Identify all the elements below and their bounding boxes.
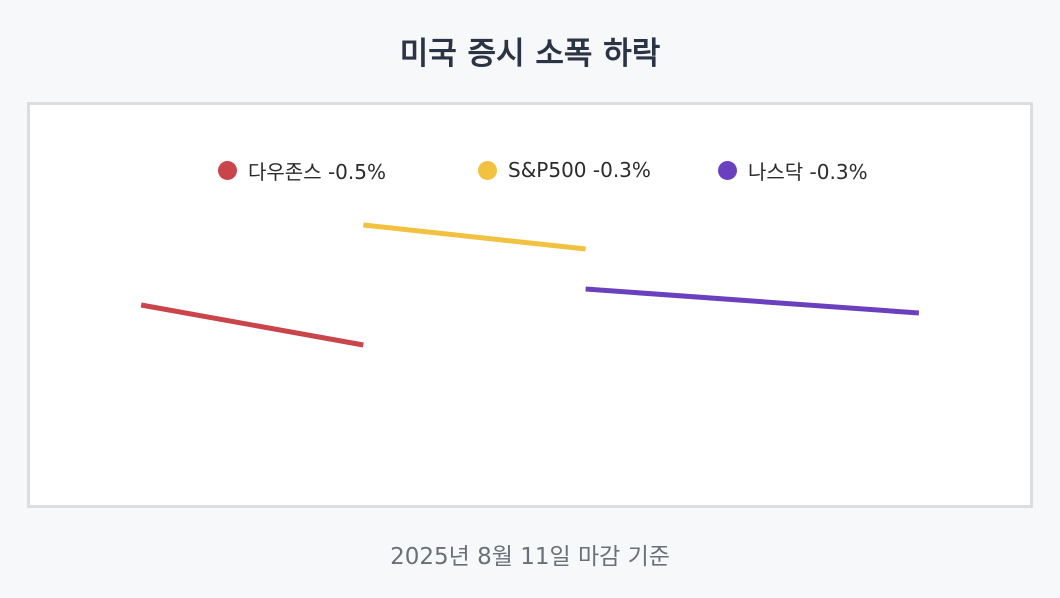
chart-panel: 다우존스 -0.5% S&P500 -0.3% 나스닥 -0.3%	[27, 102, 1033, 508]
line-chart	[140, 222, 920, 348]
legend-dot-icon	[718, 160, 737, 180]
legend-label: 나스닥 -0.3%	[748, 159, 868, 184]
legend-item-nasdaq: 나스닥 -0.3%	[718, 155, 868, 185]
date-footnote: 2025년 8월 11일 마감 기준	[390, 544, 670, 570]
chart-legend: 다우존스 -0.5% S&P500 -0.3% 나스닥 -0.3%	[30, 155, 1030, 185]
series-line-1	[363, 222, 586, 252]
legend-dot-icon	[478, 160, 497, 180]
series-line-2	[585, 286, 920, 316]
series-line-0	[140, 302, 364, 348]
legend-label: 다우존스 -0.5%	[248, 159, 386, 184]
legend-label: S&P500 -0.3%	[508, 158, 651, 182]
legend-item-dow: 다우존스 -0.5%	[218, 155, 386, 185]
legend-dot-icon	[218, 160, 237, 180]
chart-title: 미국 증시 소폭 하락	[399, 36, 661, 72]
legend-item-sp500: S&P500 -0.3%	[478, 155, 651, 185]
